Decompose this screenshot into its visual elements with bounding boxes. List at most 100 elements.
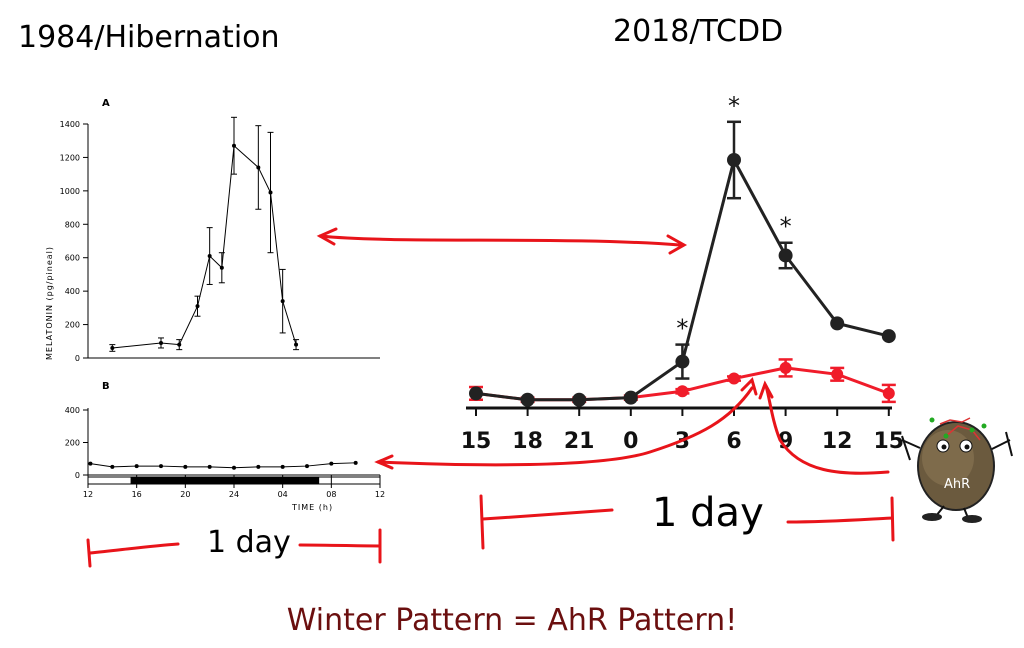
panel-b-label: B xyxy=(102,381,110,392)
panel-b-point xyxy=(329,461,334,466)
panel-a-chart: A 0 200 400 600 800 1000 1200 1400 MELATONIN (p… xyxy=(45,98,380,363)
double-arrow-line xyxy=(318,234,682,247)
tcdd-black-point xyxy=(623,390,638,405)
panel-a-line xyxy=(112,144,297,349)
panel-a-point xyxy=(268,190,273,195)
panel-a-y-tick-label: 200 xyxy=(65,321,80,330)
arrow-head-right xyxy=(666,234,688,255)
dark-period-bar xyxy=(130,477,320,484)
panel-b-point xyxy=(183,464,188,469)
panel-a-y-tick-label: 1200 xyxy=(60,153,80,162)
panel-a-y-tick-label: 800 xyxy=(65,220,80,229)
tcdd-black-point xyxy=(727,153,741,167)
panel-b-chart: B 0 200 400 12 16 20 24 04 08 12 TIME (h) xyxy=(65,381,385,512)
tcdd-x-tick-label: 12 xyxy=(822,429,853,454)
left-span-label: 1 day xyxy=(207,525,291,560)
tcdd-red-point xyxy=(882,387,895,400)
panel-b-point xyxy=(134,464,139,469)
panel-a-point xyxy=(256,165,261,170)
panel-b-point xyxy=(88,461,93,466)
panel-a-y-tick-label: 400 xyxy=(65,287,80,296)
panel-b-point xyxy=(232,465,236,470)
panel-b-line xyxy=(90,462,356,469)
panel-b-x-tick-label: 12 xyxy=(375,490,385,499)
melatonin-axis-label: MELATONIN (pg/pineal) xyxy=(45,246,54,360)
panel-a-point xyxy=(110,345,115,350)
tcdd-x-tick-label: 9 xyxy=(778,429,793,454)
tcdd-x-tick-label: 15 xyxy=(461,429,492,454)
panel-b-point xyxy=(280,464,285,469)
right-span-tick-start xyxy=(479,494,485,550)
right-span-line-start xyxy=(481,508,614,521)
tcdd-x-tick-label: 21 xyxy=(564,429,595,454)
tcdd-x-tick-label: 15 xyxy=(873,429,904,454)
ahr-link-arrow xyxy=(764,384,890,475)
panel-b-point xyxy=(305,464,309,469)
tcdd-black-point xyxy=(830,316,845,331)
significance-star: * xyxy=(780,213,792,241)
ahr-mascot-label: AhR xyxy=(944,477,970,492)
panel-a-point xyxy=(207,254,212,259)
tcdd-red-point xyxy=(779,361,792,374)
time-axis-label: TIME (h) xyxy=(291,503,333,512)
tcdd-black-point xyxy=(469,386,483,401)
significance-star: * xyxy=(728,92,740,120)
panel-a-point xyxy=(195,304,200,309)
tcdd-black-point xyxy=(881,329,896,344)
panel-b-x-tick-label: 04 xyxy=(278,490,288,499)
tcdd-red-point xyxy=(728,372,740,385)
arrow-head-left xyxy=(316,227,338,246)
tcdd-x-tick-label: 18 xyxy=(512,429,543,454)
panel-b-point xyxy=(256,464,261,469)
tcdd-chart: 15 18 21 0 3 6 9 12 15 *** xyxy=(461,92,904,454)
tcdd-black-point xyxy=(675,354,690,369)
panel-a-point xyxy=(159,340,163,345)
panel-b-x-tick-label: 16 xyxy=(132,490,142,499)
panel-a-y-tick-label: 1400 xyxy=(60,120,80,129)
panel-b-x-tick-label: 24 xyxy=(229,490,239,499)
panel-a-y-tick-label: 0 xyxy=(75,354,80,363)
panel-b-y-tick-label: 400 xyxy=(65,406,80,415)
panel-a-point xyxy=(294,342,299,347)
panel-a-point xyxy=(232,143,236,148)
pattern-link-arrow xyxy=(376,386,754,467)
tcdd-x-tick-label: 0 xyxy=(623,429,638,454)
tcdd-red-point xyxy=(676,385,689,398)
panel-a-point xyxy=(177,342,182,347)
left-title: 1984/Hibernation xyxy=(18,20,280,55)
panel-a-y-tick-label: 600 xyxy=(65,254,80,263)
panel-a-y-tick-label: 1000 xyxy=(60,187,80,196)
panel-b-point xyxy=(159,464,163,469)
panel-b-y-tick-label: 200 xyxy=(65,439,80,448)
annotation-layer xyxy=(86,227,895,568)
significance-star: * xyxy=(676,315,688,343)
panel-b-point xyxy=(353,460,358,465)
left-span-line-start xyxy=(88,542,180,555)
panel-b-x-tick-label: 12 xyxy=(83,490,93,499)
panel-b-x-tick-label: 08 xyxy=(326,490,336,499)
right-title: 2018/TCDD xyxy=(613,14,784,49)
panel-b-point xyxy=(207,464,212,469)
ahr-mascot-icon: AhR xyxy=(901,417,1013,523)
right-span-tick-end xyxy=(890,496,895,542)
tcdd-black-point xyxy=(572,392,587,407)
tcdd-black-point xyxy=(778,248,793,263)
pattern-link-head xyxy=(374,454,394,470)
right-span-label: 1 day xyxy=(652,490,764,536)
panel-a-point xyxy=(219,265,224,270)
tcdd-red-point xyxy=(831,368,844,381)
tcdd-x-tick-label: 6 xyxy=(726,429,741,454)
bottom-caption: Winter Pattern = AhR Pattern! xyxy=(286,603,738,638)
right-span-line-end xyxy=(786,516,894,524)
ahr-link-head xyxy=(758,380,774,400)
left-span-line-end xyxy=(298,543,382,548)
light-dark-bar-frame xyxy=(87,476,381,485)
panel-b-x-tick-label: 20 xyxy=(180,490,190,499)
pattern-link-head-up xyxy=(740,377,758,396)
panel-b-y-tick-label: 0 xyxy=(75,471,80,480)
tcdd-black-point xyxy=(520,392,535,407)
panel-a-label: A xyxy=(102,98,110,109)
panel-a-point xyxy=(280,299,285,304)
panel-b-point xyxy=(110,464,115,469)
